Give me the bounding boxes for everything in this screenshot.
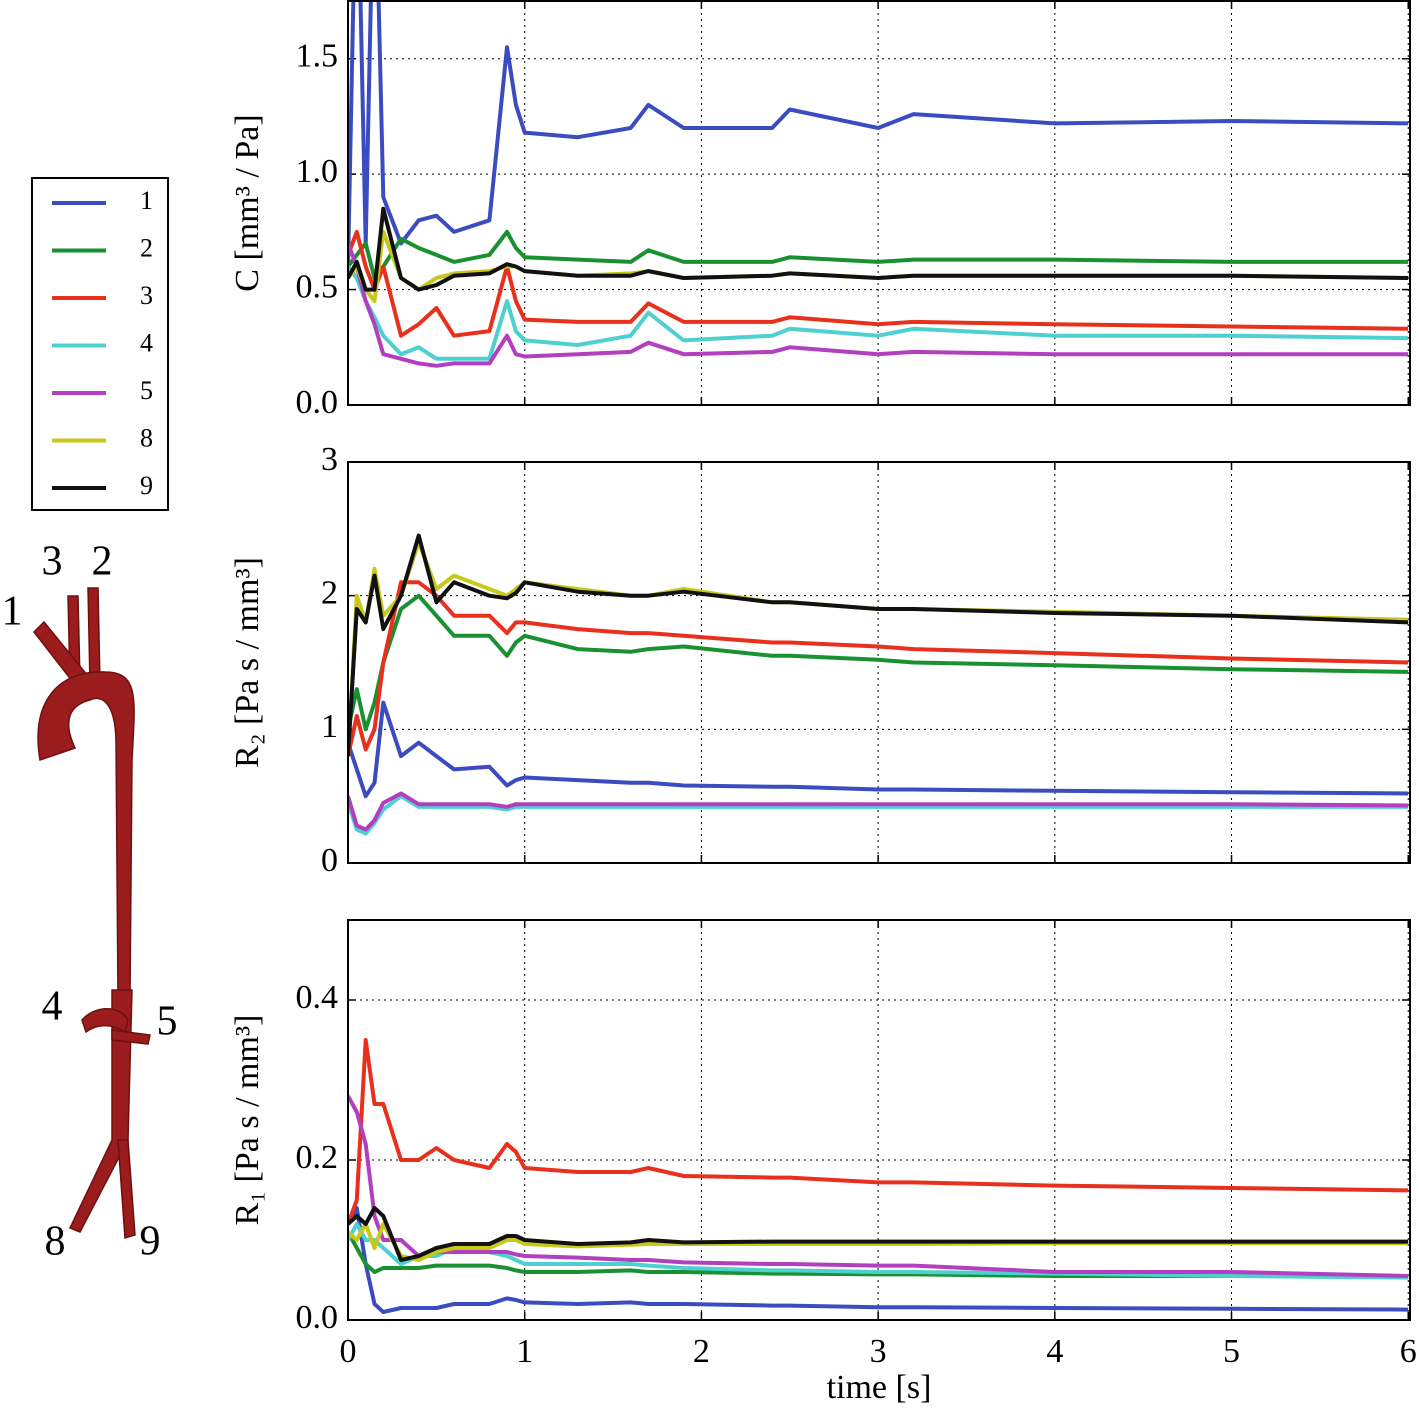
legend-label: 3 bbox=[140, 281, 153, 310]
series-line bbox=[348, 700, 1409, 799]
series-line bbox=[348, 1206, 1409, 1262]
plot-area bbox=[348, 1038, 1409, 1314]
x-tick-label: 4 bbox=[1046, 1333, 1063, 1370]
x-tick-label: 3 bbox=[870, 1333, 887, 1370]
x-tick-label: 6 bbox=[1400, 1333, 1417, 1370]
legend-label: 2 bbox=[140, 233, 153, 262]
y-tick-label: 3 bbox=[321, 441, 338, 478]
legend-label: 8 bbox=[140, 423, 153, 452]
x-tick-label: 5 bbox=[1223, 1333, 1240, 1370]
y-tick-label: 2 bbox=[321, 574, 338, 611]
series-line bbox=[348, 1206, 1409, 1314]
vessel-label: 8 bbox=[45, 1219, 66, 1265]
legend-label: 1 bbox=[140, 186, 153, 215]
legend-label: 9 bbox=[140, 471, 153, 500]
series-line bbox=[348, 1, 1409, 267]
y-tick-label: 0.5 bbox=[296, 268, 339, 305]
series-line bbox=[348, 1095, 1409, 1278]
x-tick-label: 1 bbox=[516, 1333, 533, 1370]
y-axis-label: R₂ [Pa s / mm³] bbox=[229, 557, 266, 768]
y-tick-label: 0.4 bbox=[296, 979, 339, 1016]
x-tick-label: 0 bbox=[340, 1333, 357, 1370]
y-tick-label: 1.0 bbox=[296, 153, 339, 190]
series-line bbox=[348, 580, 1409, 757]
series-line bbox=[348, 229, 1409, 338]
vessel-label: 5 bbox=[157, 999, 178, 1045]
series-line bbox=[348, 265, 1409, 361]
aorta-illustration bbox=[33, 587, 151, 1239]
series-line bbox=[348, 206, 1409, 292]
y-tick-label: 0.2 bbox=[296, 1139, 339, 1176]
x-axis-label: time [s] bbox=[827, 1369, 932, 1406]
axes-frame bbox=[347, 461, 1411, 864]
series-line bbox=[348, 1222, 1409, 1262]
vessel-label: 9 bbox=[140, 1219, 161, 1265]
y-axis-label: C [mm³ / Pa] bbox=[229, 114, 266, 291]
series-line bbox=[348, 794, 1409, 836]
series-line bbox=[348, 1222, 1409, 1280]
x-tick-label: 2 bbox=[693, 1333, 710, 1370]
vessel-label: 4 bbox=[42, 984, 63, 1030]
series-line bbox=[348, 791, 1409, 832]
series-line bbox=[348, 1038, 1409, 1225]
series-line bbox=[348, 242, 1409, 368]
legend-label: 4 bbox=[140, 328, 153, 357]
y-tick-label: 1.5 bbox=[296, 38, 339, 75]
axes-frame bbox=[347, 0, 1411, 406]
y-tick-label: 0 bbox=[321, 842, 338, 879]
vessel-label: 3 bbox=[42, 539, 63, 585]
y-tick-label: 0.0 bbox=[296, 384, 339, 421]
y-tick-label: 0.0 bbox=[296, 1299, 339, 1336]
series-line bbox=[348, 1231, 1409, 1278]
y-axis-label: R₁ [Pa s / mm³] bbox=[229, 1015, 266, 1226]
plot-area bbox=[348, 533, 1409, 836]
vessel-label: 1 bbox=[2, 589, 23, 635]
vessel-label: 2 bbox=[92, 539, 113, 585]
axes-frame bbox=[347, 919, 1411, 1321]
y-tick-label: 1 bbox=[321, 708, 338, 745]
legend-label: 5 bbox=[140, 376, 153, 405]
series-line bbox=[348, 533, 1409, 757]
plot-area bbox=[348, 1, 1409, 368]
